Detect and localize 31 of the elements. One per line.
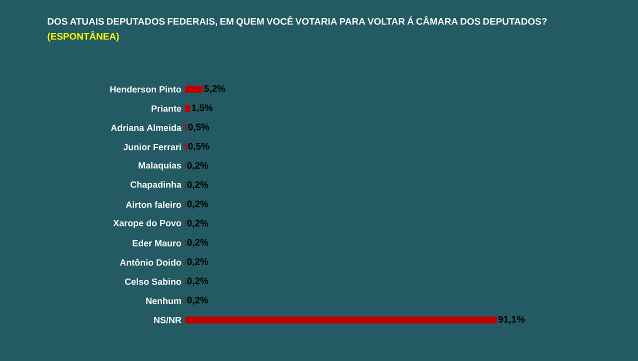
- y-tick-label: Priante: [152, 105, 182, 112]
- data-label: 0,2%: [187, 258, 208, 266]
- data-label: 0,2%: [187, 200, 208, 209]
- y-tick-label: Nenhum: [146, 297, 181, 304]
- text: (ESPONTÂNEA): [48, 31, 119, 42]
- data-label: 0,2%: [187, 239, 208, 248]
- data-label: 91,1%: [498, 316, 525, 324]
- y-tick-label: Chapadinha: [130, 181, 182, 190]
- chart-title: DOS ATUAIS DEPUTADOS FEDERAIS, EM QUEM VOCÊ VOTARIA PARA VOLTAR Á CÂMARA DOS DEPUTADOS?: [48, 16, 547, 27]
- data-label: 0,5%: [188, 124, 210, 132]
- y-tick-label: Airton faleiro: [126, 201, 182, 208]
- data-label: 0,5%: [188, 142, 210, 151]
- bar: [185, 104, 190, 112]
- bar: [185, 86, 203, 93]
- bar: [185, 316, 498, 324]
- data-label: 0,2%: [187, 220, 208, 228]
- y-tick-label: Xarope do Povo: [113, 220, 182, 228]
- y-tick-label: NS/NR: [154, 316, 182, 324]
- data-label: 0,2%: [187, 277, 208, 286]
- y-tick-label: Henderson Pinto: [110, 86, 182, 93]
- y-tick-label: Junior Ferrari: [123, 144, 181, 150]
- data-label: 0,2%: [187, 162, 208, 170]
- data-label: 5,2%: [204, 85, 226, 94]
- y-tick-label: Eder Mauro: [132, 240, 182, 246]
- data-label: 0,2%: [187, 296, 208, 305]
- y-tick-label: Malaquias: [138, 162, 182, 170]
- y-tick-label: Celso Sabino: [125, 278, 182, 285]
- y-tick-label: Antônio Doido: [120, 258, 182, 266]
- y-tick-label: Adriana Almeida: [110, 124, 182, 131]
- data-label: 1,5%: [192, 104, 213, 112]
- data-label: 0,2%: [187, 181, 208, 190]
